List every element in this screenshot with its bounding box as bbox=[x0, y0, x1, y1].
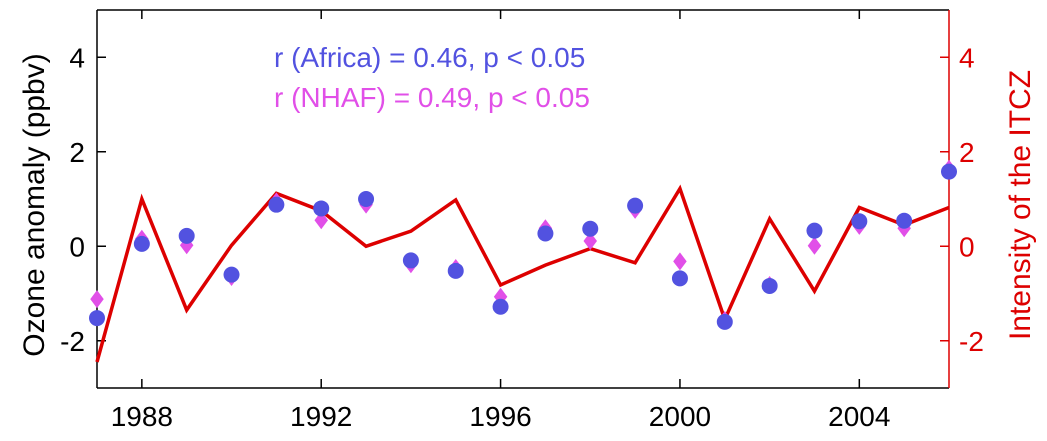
axes: 1988 1992 1996 2000 2004 -2 0 2 4 -2 0 2 4 bbox=[60, 9, 984, 432]
y2-tick-label: 2 bbox=[959, 137, 975, 168]
x-tick-label: 1992 bbox=[290, 401, 352, 432]
africa-circle-point bbox=[447, 262, 464, 279]
x-tick-label: 1988 bbox=[111, 401, 173, 432]
africa-circle-point bbox=[941, 163, 957, 180]
y-tick-label: 4 bbox=[69, 42, 85, 73]
africa-circle-point bbox=[402, 252, 419, 269]
africa-circle-point bbox=[627, 197, 644, 214]
africa-circle-point bbox=[716, 313, 733, 330]
africa-circle-point bbox=[582, 220, 599, 237]
labels: Ozone anomaly (ppbv) Intensity of the IT… bbox=[18, 42, 1037, 357]
africa-circle-point bbox=[492, 298, 509, 315]
africa-circle-point bbox=[313, 200, 330, 217]
y2-tick-label: 4 bbox=[959, 42, 975, 73]
x-tick-label: 2004 bbox=[828, 401, 890, 432]
africa-circle-point bbox=[806, 222, 823, 239]
nhaf-diamond-point bbox=[90, 290, 104, 309]
right-axis-title: Intensity of the ITCZ bbox=[1004, 70, 1037, 340]
africa-circle-point bbox=[178, 227, 195, 244]
africa-circle-point bbox=[268, 196, 285, 213]
plot-marks bbox=[89, 159, 957, 363]
africa-circle-point bbox=[358, 191, 375, 207]
africa-circle-point bbox=[537, 225, 554, 242]
y-tick-label: 2 bbox=[69, 137, 85, 168]
africa-circle-point bbox=[133, 235, 150, 252]
africa-circle-point bbox=[89, 310, 105, 327]
itcz-line bbox=[95, 184, 950, 363]
nhaf-diamond-point bbox=[583, 232, 598, 251]
africa-circle-point bbox=[851, 213, 868, 230]
y2-tick-label: -2 bbox=[959, 326, 984, 357]
africa-circle-point bbox=[671, 270, 688, 287]
y-tick-label: 0 bbox=[69, 231, 85, 262]
nhaf-diamond-point bbox=[807, 236, 822, 255]
nhaf-diamond-point bbox=[673, 252, 687, 271]
x-tick-label: 2000 bbox=[649, 401, 711, 432]
annotation-nhaf: r (NHAF) = 0.49, p < 0.05 bbox=[274, 82, 590, 113]
africa-circle-point bbox=[896, 212, 913, 229]
annotation-africa: r (Africa) = 0.46, p < 0.05 bbox=[274, 42, 585, 73]
africa-circle-point bbox=[223, 266, 240, 283]
nhaf-diamond-point bbox=[314, 211, 328, 230]
left-axis-title: Ozone anomaly (ppbv) bbox=[18, 53, 51, 357]
y-tick-label: -2 bbox=[60, 326, 85, 357]
y2-tick-label: 0 bbox=[959, 231, 975, 262]
x-tick-label: 1996 bbox=[469, 401, 531, 432]
africa-circle-point bbox=[761, 277, 778, 294]
